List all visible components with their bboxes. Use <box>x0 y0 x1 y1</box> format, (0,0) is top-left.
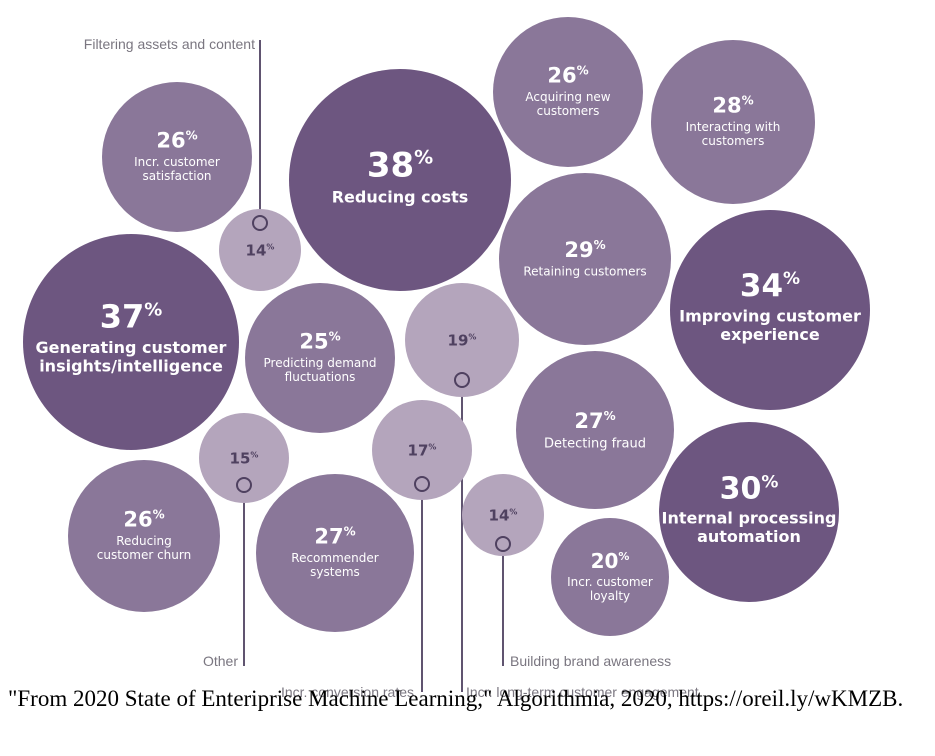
bubble-value: 38% <box>367 146 433 186</box>
external-label: Incr. long-term customer engagement <box>466 684 699 700</box>
bubble <box>493 17 643 167</box>
bubble-label: Reducing <box>116 534 172 548</box>
bubble-label: Retaining customers <box>523 264 646 278</box>
bubble <box>68 460 220 612</box>
bubble-value: 27% <box>574 409 615 433</box>
bubble <box>670 210 870 410</box>
bubble <box>245 283 395 433</box>
bubble-label: Incr. customer <box>567 575 653 589</box>
connector-dot <box>495 536 511 552</box>
bubble <box>23 234 239 450</box>
bubble-label: Interacting with <box>686 120 781 134</box>
bubble-label: Incr. customer <box>134 155 220 169</box>
bubble-label: systems <box>310 565 360 579</box>
bubble-value: 26% <box>156 129 197 153</box>
bubble-label: experience <box>720 325 820 344</box>
bubble-value: 37% <box>100 298 163 336</box>
external-label: Building brand awareness <box>510 653 671 669</box>
bubble <box>102 82 252 232</box>
bubble-value: 14% <box>246 241 275 259</box>
bubble <box>289 69 511 291</box>
bubble-value: 25% <box>299 330 340 354</box>
connector-dot <box>414 476 430 492</box>
bubble <box>405 283 519 397</box>
bubble-label: Detecting fraud <box>544 436 646 451</box>
bubble-value: 15% <box>230 449 259 467</box>
bubble-label: Internal processing <box>661 509 836 528</box>
bubble-label: satisfaction <box>142 169 211 183</box>
bubble-label: Reducing costs <box>332 188 469 207</box>
bubble-value: 26% <box>123 508 164 532</box>
bubble-label: customers <box>702 134 765 148</box>
bubble-value: 34% <box>740 268 800 304</box>
bubble-label: Acquiring new <box>525 90 610 104</box>
bubble-value: 28% <box>712 94 753 118</box>
connector-dot <box>252 215 268 231</box>
bubble <box>651 40 815 204</box>
bubble-value: 27% <box>314 525 355 549</box>
external-label: Filtering assets and content <box>84 36 255 52</box>
bubble <box>219 209 301 291</box>
bubble <box>499 173 671 345</box>
external-label: Other <box>203 653 238 669</box>
bubble-label: insights/intelligence <box>39 357 223 376</box>
bubble <box>659 422 839 602</box>
bubble <box>372 400 472 500</box>
external-label: Incr. conversion rates <box>281 684 414 700</box>
connector-dot <box>236 477 252 493</box>
bubble-label: Predicting demand <box>264 356 377 370</box>
bubble <box>551 518 669 636</box>
bubble-label: fluctuations <box>285 370 356 384</box>
bubble <box>516 351 674 509</box>
bubble-value: 19% <box>448 331 477 349</box>
bubble-label: customers <box>537 104 600 118</box>
bubble-label: loyalty <box>590 589 630 603</box>
bubble-value: 30% <box>720 472 779 507</box>
bubble-value: 26% <box>547 64 588 88</box>
bubble <box>199 413 289 503</box>
bubble-value: 14% <box>489 506 518 524</box>
bubble-value: 29% <box>564 238 605 262</box>
connector-dot <box>454 372 470 388</box>
bubble-label: Recommender <box>291 551 378 565</box>
bubble-label: Improving customer <box>679 306 861 325</box>
bubble-label: automation <box>697 527 801 546</box>
bubble <box>256 474 414 632</box>
bubble-label: Generating customer <box>36 338 227 357</box>
source-caption: "From 2020 State of Enteriprise Machine … <box>8 686 904 711</box>
bubble-label: customer churn <box>97 548 191 562</box>
bubble <box>462 474 544 556</box>
bubble-value: 20% <box>591 549 630 573</box>
bubble-value: 17% <box>408 441 437 459</box>
